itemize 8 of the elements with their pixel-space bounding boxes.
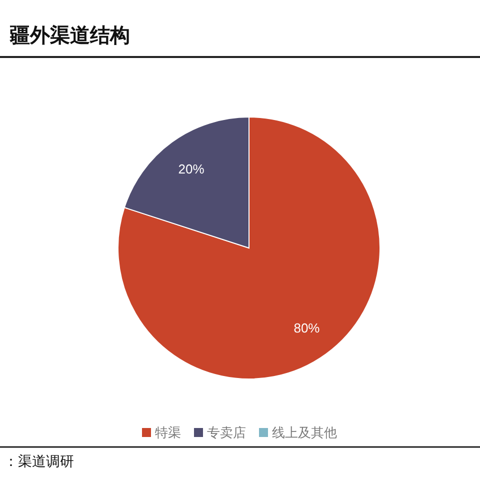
data-label: 20%: [178, 162, 205, 177]
data-label: 80%: [294, 320, 320, 336]
legend-label: 专卖店: [207, 425, 246, 440]
legend-label: 特渠: [155, 425, 181, 440]
pie-slice: [118, 116, 380, 380]
text: ：渠道调研: [4, 453, 74, 469]
legend-label: 线上及其他: [272, 425, 337, 440]
chart-title: 疆外渠道结构: [9, 24, 130, 47]
